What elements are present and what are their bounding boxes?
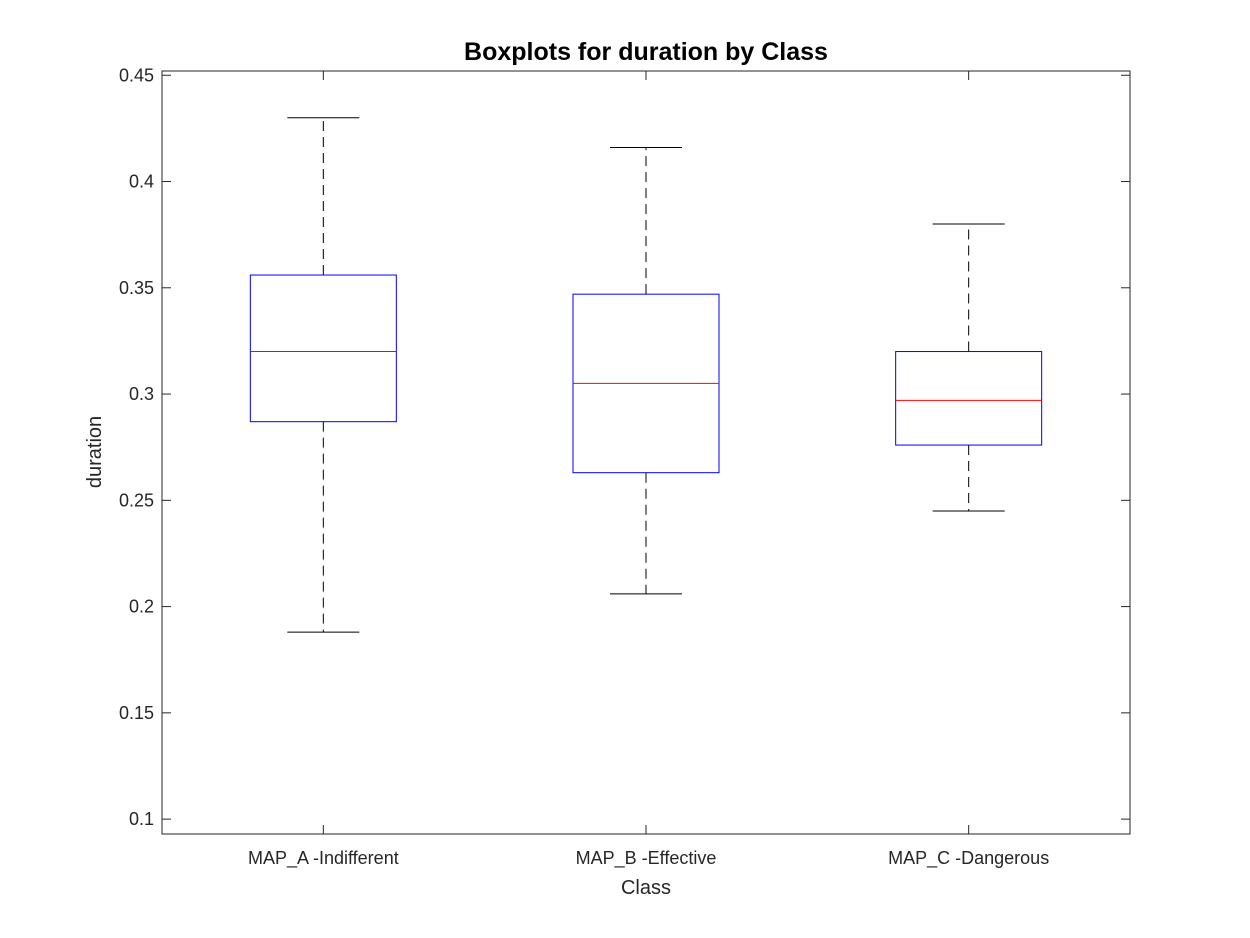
x-axis-label: Class [621,877,671,899]
y-tick-label: 0.35 [119,278,154,298]
x-tick-label: MAP_B -Effective [576,848,717,869]
iqr-box [895,351,1043,446]
plot-area: 0.1 0.15 0.2 0.25 0.3 0.35 0.4 0.45 MAP_A -Indif… [119,65,1131,869]
y-tick-label: 0.2 [129,597,154,617]
y-axis-label: duration [84,416,106,488]
y-tick-label: 0.3 [129,384,154,404]
x-tick-label: MAP_C -Dangerous [888,848,1049,869]
y-tick-label: 0.1 [129,809,154,829]
y-tick-label: 0.45 [119,65,154,85]
x-tick-label: MAP_A -Indifferent [248,848,399,869]
iqr-box [249,274,397,423]
y-tick-label: 0.25 [119,490,154,510]
chart-title: Boxplots for duration by Class [464,38,828,66]
y-tick-label: 0.15 [119,703,154,723]
y-tick-label: 0.4 [129,172,154,192]
